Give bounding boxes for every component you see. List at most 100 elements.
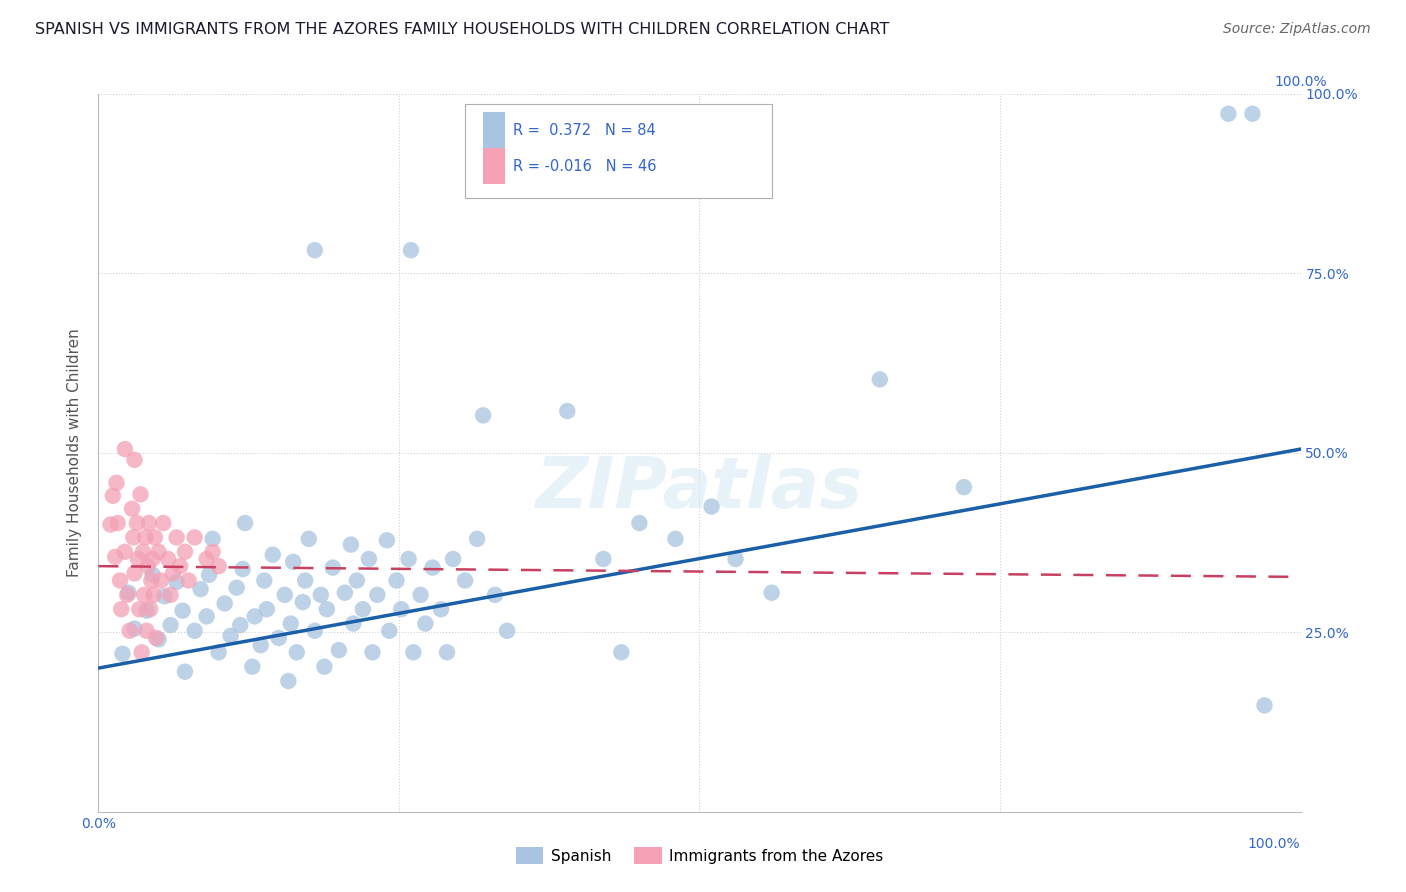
Point <box>610 645 633 659</box>
Point <box>628 516 651 530</box>
Point <box>399 243 422 257</box>
Point <box>124 453 146 467</box>
Point <box>135 624 157 638</box>
Point <box>342 616 364 631</box>
Point <box>249 638 271 652</box>
Point <box>233 516 256 530</box>
Legend: Spanish, Immigrants from the Azores: Spanish, Immigrants from the Azores <box>509 841 890 870</box>
Point <box>132 588 155 602</box>
Point <box>118 624 141 638</box>
Point <box>869 372 891 386</box>
Point <box>107 516 129 530</box>
Point <box>340 538 363 552</box>
Point <box>267 631 290 645</box>
Point <box>136 559 159 574</box>
Point <box>1218 107 1240 121</box>
Point <box>152 516 174 530</box>
FancyBboxPatch shape <box>484 112 505 148</box>
Point <box>294 574 316 588</box>
Point <box>108 574 131 588</box>
Point <box>141 552 163 566</box>
Point <box>125 516 148 530</box>
Point <box>183 624 205 638</box>
Text: ZIPatlas: ZIPatlas <box>536 454 863 523</box>
Point <box>454 574 477 588</box>
Point <box>409 588 432 602</box>
Point <box>285 645 308 659</box>
Point <box>291 595 314 609</box>
Text: Source: ZipAtlas.com: Source: ZipAtlas.com <box>1223 22 1371 37</box>
Point <box>298 532 321 546</box>
Point <box>465 532 488 546</box>
Point <box>240 659 263 673</box>
Point <box>314 659 336 673</box>
Point <box>422 560 444 574</box>
Point <box>664 532 686 546</box>
Point <box>138 516 160 530</box>
Point <box>104 549 127 564</box>
Point <box>322 560 344 574</box>
Point <box>402 645 425 659</box>
Point <box>304 243 326 257</box>
Point <box>114 545 136 559</box>
Point <box>346 574 368 588</box>
Point <box>283 555 305 569</box>
Point <box>174 665 197 679</box>
Point <box>1241 107 1264 121</box>
Point <box>100 517 122 532</box>
Point <box>142 588 165 602</box>
Point <box>117 588 139 602</box>
Point <box>274 588 297 602</box>
Point <box>472 409 495 423</box>
Point <box>166 530 188 544</box>
Point <box>159 588 181 602</box>
Point <box>148 632 170 647</box>
Point <box>256 602 278 616</box>
Point <box>229 618 252 632</box>
Point <box>128 602 150 616</box>
Point <box>361 645 384 659</box>
Point <box>117 585 139 599</box>
Point <box>183 530 205 544</box>
Text: SPANISH VS IMMIGRANTS FROM THE AZORES FAMILY HOUSEHOLDS WITH CHILDREN CORRELATIO: SPANISH VS IMMIGRANTS FROM THE AZORES FA… <box>35 22 890 37</box>
FancyBboxPatch shape <box>484 148 505 184</box>
Point <box>101 489 124 503</box>
Point <box>157 552 180 566</box>
Point <box>389 602 412 616</box>
Y-axis label: Family Households with Children: Family Households with Children <box>67 328 83 577</box>
Point <box>375 533 398 548</box>
Point <box>172 604 194 618</box>
Point <box>169 559 191 574</box>
Point <box>357 552 380 566</box>
Point <box>441 552 464 566</box>
Point <box>195 552 218 566</box>
Point <box>378 624 401 638</box>
Point <box>496 624 519 638</box>
Point <box>328 643 350 657</box>
Point <box>121 501 143 516</box>
Point <box>724 552 747 566</box>
Point <box>129 487 152 501</box>
Point <box>262 548 284 562</box>
Point <box>1253 698 1275 713</box>
Point <box>127 552 149 566</box>
Point <box>153 590 176 604</box>
Point <box>141 574 163 588</box>
Point <box>139 602 162 616</box>
Point <box>111 647 134 661</box>
Point <box>110 602 132 616</box>
FancyBboxPatch shape <box>465 104 772 198</box>
Point <box>315 602 337 616</box>
Point <box>177 574 200 588</box>
Point <box>162 566 184 581</box>
Point <box>309 588 332 602</box>
Point <box>132 545 155 559</box>
Point <box>232 562 254 576</box>
Point <box>484 588 506 602</box>
Point <box>214 597 236 611</box>
Point <box>225 581 247 595</box>
Point <box>280 616 302 631</box>
Point <box>592 552 614 566</box>
Point <box>148 545 170 559</box>
Point <box>219 629 242 643</box>
